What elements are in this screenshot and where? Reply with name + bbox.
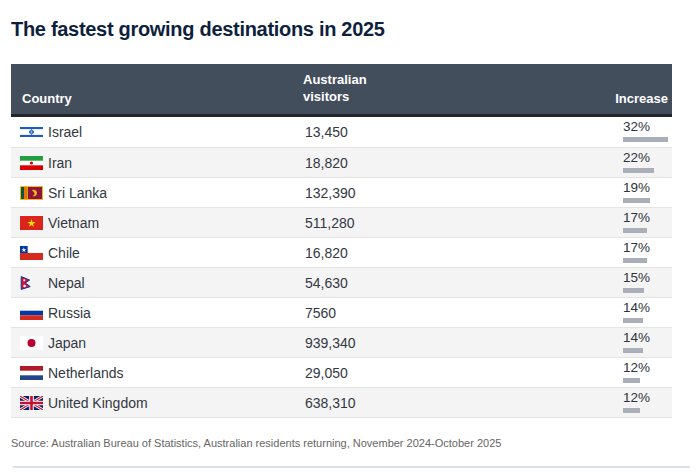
column-header-increase: Increase	[615, 91, 668, 106]
visitors-value: 13,450	[305, 124, 348, 140]
increase-bar	[623, 258, 647, 263]
table-row: Israel 13,450 32%	[11, 117, 672, 147]
increase-value: 22%	[623, 150, 654, 165]
increase-cell: 12%	[623, 388, 650, 418]
table-row: Netherlands 29,050 12%	[11, 357, 672, 387]
country-name: Japan	[48, 335, 86, 351]
visitors-value: 18,820	[305, 155, 348, 171]
increase-cell: 17%	[623, 238, 650, 268]
destinations-table: Country Australian visitors Increase Isr…	[11, 64, 672, 418]
increase-bar	[623, 288, 644, 293]
increase-value: 17%	[623, 240, 650, 255]
flag-chile-icon	[20, 246, 43, 260]
table-row: Chile 16,820 17%	[11, 237, 672, 267]
increase-cell: 17%	[623, 208, 650, 238]
increase-bar	[623, 348, 643, 353]
visitors-value: 132,390	[305, 185, 356, 201]
increase-bar	[623, 408, 640, 413]
flag-vietnam-icon	[20, 216, 43, 230]
page-title: The fastest growing destinations in 2025	[11, 18, 385, 41]
table-row: Iran 18,820 22%	[11, 147, 672, 177]
increase-cell: 12%	[623, 358, 650, 388]
table-header: Country Australian visitors Increase	[11, 64, 672, 117]
flag-iran-icon	[20, 156, 43, 170]
country-name: Russia	[48, 305, 91, 321]
increase-bar	[623, 378, 640, 383]
flag-russia-icon	[20, 306, 43, 320]
increase-bar	[623, 137, 668, 142]
country-name: Nepal	[48, 275, 85, 291]
table-body: Israel 13,450 32% Iran 18,820 22% Sri Lanka 132…	[11, 117, 672, 418]
increase-bar	[623, 318, 643, 323]
increase-cell: 22%	[623, 148, 654, 178]
increase-bar	[623, 198, 650, 203]
increase-value: 12%	[623, 360, 650, 375]
table-row: Japan 939,340 14%	[11, 327, 672, 357]
increase-value: 32%	[623, 119, 668, 134]
country-name: Israel	[48, 124, 82, 140]
visitors-value: 7560	[305, 305, 336, 321]
increase-cell: 32%	[623, 117, 668, 147]
country-name: Netherlands	[48, 365, 124, 381]
increase-value: 12%	[623, 390, 650, 405]
increase-value: 17%	[623, 210, 650, 225]
increase-cell: 14%	[623, 328, 650, 358]
bottom-divider	[13, 466, 690, 468]
table-row: Russia 7560 14%	[11, 297, 672, 327]
visitors-value: 939,340	[305, 335, 356, 351]
flag-netherlands-icon	[20, 366, 43, 380]
flag-uk-icon	[20, 396, 43, 410]
visitors-value: 54,630	[305, 275, 348, 291]
column-header-country: Country	[22, 91, 72, 106]
visitors-value: 638,310	[305, 395, 356, 411]
increase-bar	[623, 168, 654, 173]
flag-japan-icon	[20, 336, 43, 350]
country-name: Iran	[48, 155, 72, 171]
column-header-visitors: Australian visitors	[303, 72, 381, 106]
country-name: United Kingdom	[48, 395, 148, 411]
increase-value: 15%	[623, 270, 650, 285]
visitors-value: 511,280	[305, 215, 355, 231]
country-name: Vietnam	[48, 215, 99, 231]
flag-srilanka-icon	[20, 186, 43, 200]
flag-nepal-icon	[20, 276, 43, 290]
table-row: Nepal 54,630 15%	[11, 267, 672, 297]
table-row: United Kingdom 638,310 12%	[11, 387, 672, 417]
country-name: Chile	[48, 245, 80, 261]
visitors-value: 16,820	[305, 245, 348, 261]
increase-value: 19%	[623, 180, 650, 195]
increase-cell: 19%	[623, 178, 650, 208]
visitors-value: 29,050	[305, 365, 348, 381]
table-row: Vietnam 511,280 17%	[11, 207, 672, 237]
flag-israel-icon	[20, 125, 43, 139]
source-note: Source: Australian Bureau of Statistics,…	[11, 437, 501, 449]
increase-bar	[623, 228, 647, 233]
country-name: Sri Lanka	[48, 185, 107, 201]
increase-value: 14%	[623, 300, 650, 315]
increase-cell: 15%	[623, 268, 650, 298]
table-row: Sri Lanka 132,390 19%	[11, 177, 672, 207]
increase-value: 14%	[623, 330, 650, 345]
increase-cell: 14%	[623, 298, 650, 328]
